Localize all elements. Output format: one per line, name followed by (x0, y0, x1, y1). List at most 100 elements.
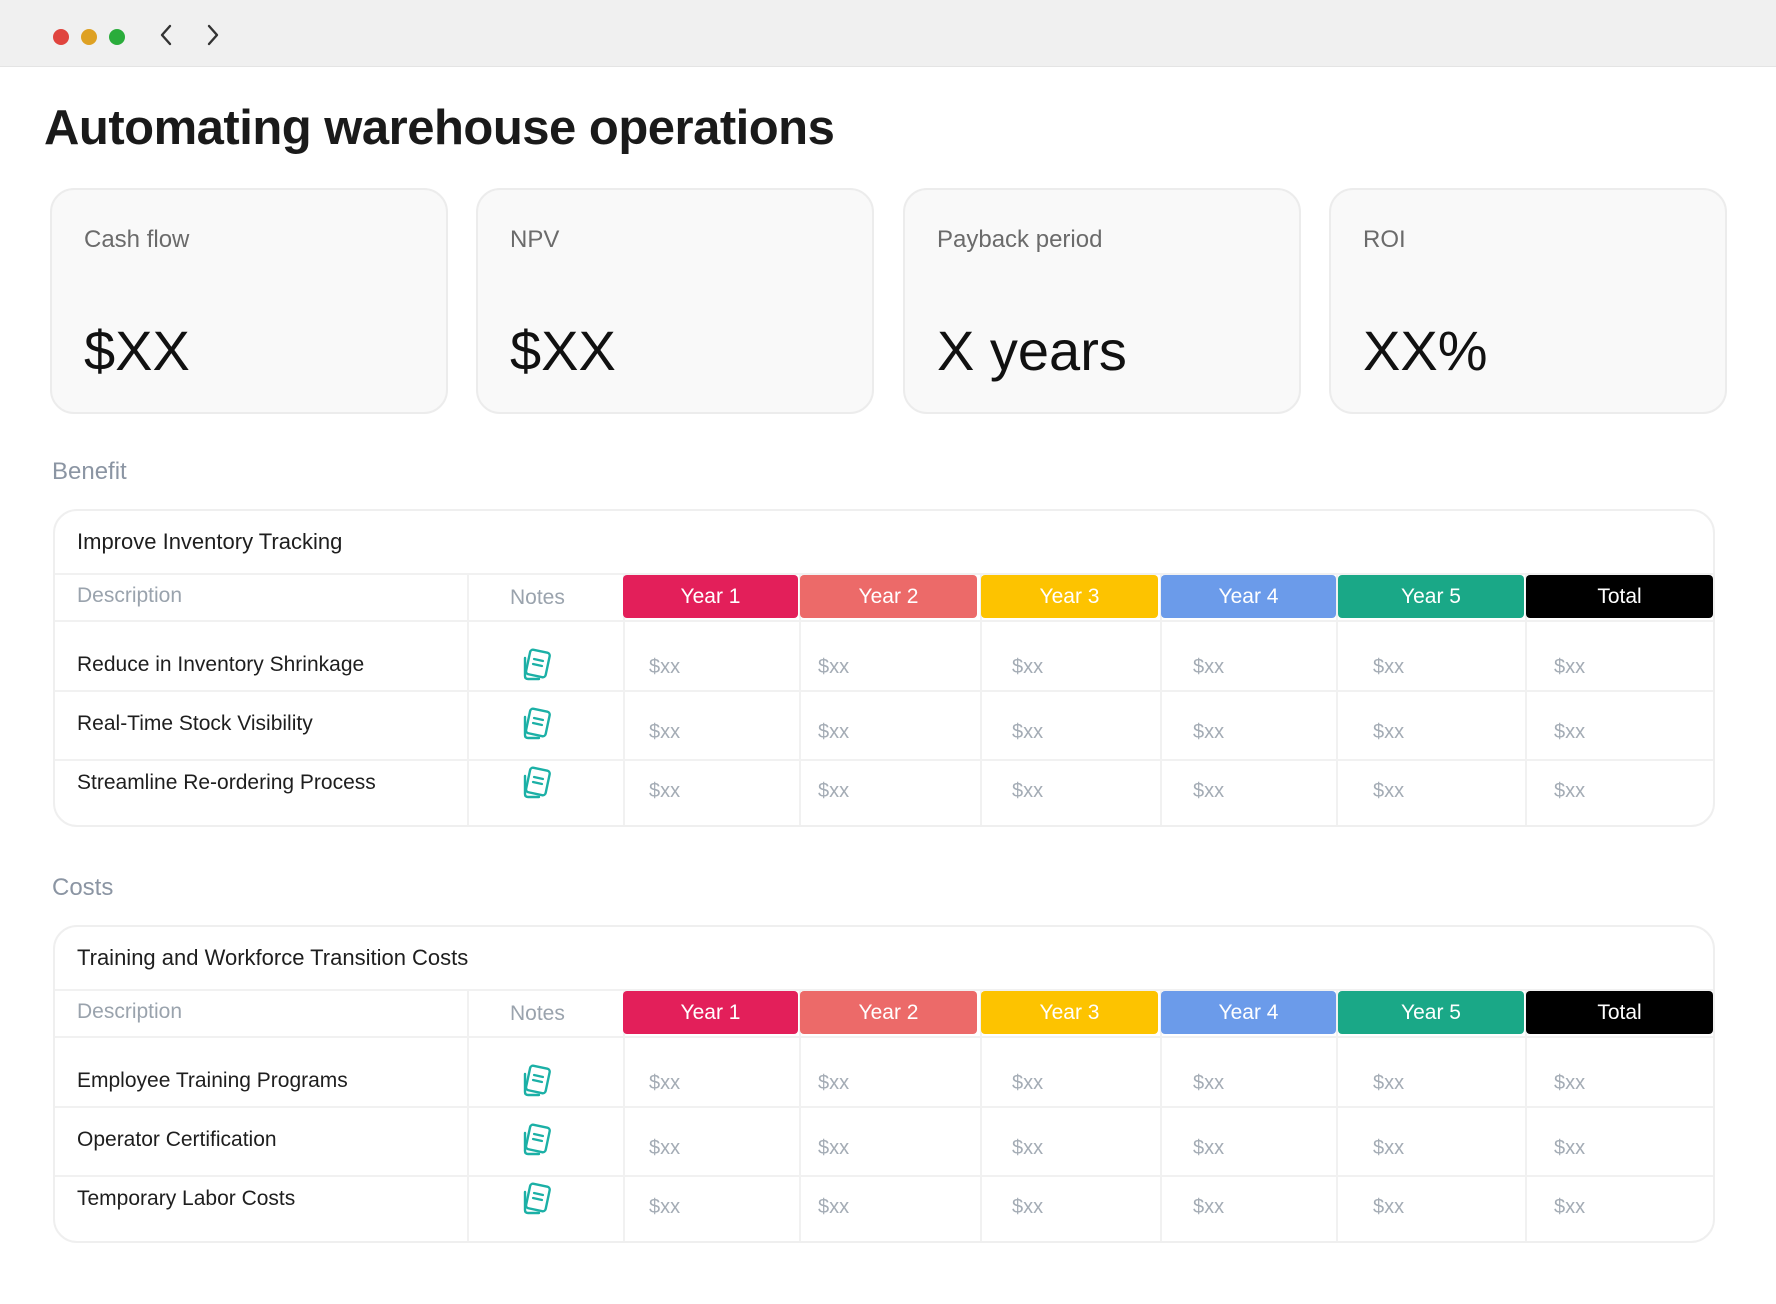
cell-value[interactable]: $xx (818, 1137, 850, 1159)
kpi-label: NPV (510, 226, 560, 253)
row-label: Operator Certification (77, 1128, 277, 1151)
column-divider (623, 991, 625, 1241)
column-header-total[interactable]: Total (1526, 991, 1713, 1034)
table-title: Improve Inventory Tracking (77, 529, 343, 554)
cell-value[interactable]: $xx (1554, 780, 1586, 802)
cell-value[interactable]: $xx (818, 1196, 850, 1218)
cell-value[interactable]: $xx (649, 1072, 681, 1094)
column-header-year-1[interactable]: Year 1 (623, 991, 798, 1034)
kpi-card-cash-flow: Cash flow $XX (50, 188, 448, 414)
column-header-notes: Notes (510, 1002, 565, 1025)
cell-value[interactable]: $xx (1193, 656, 1225, 678)
cell-value[interactable]: $xx (1012, 780, 1044, 802)
cell-value[interactable]: $xx (649, 721, 681, 743)
column-header-description: Description (77, 1000, 183, 1023)
costs-table: Training and Workforce Transition Costs D… (53, 925, 1715, 1243)
back-button[interactable] (151, 20, 181, 50)
cell-value[interactable]: $xx (1373, 656, 1405, 678)
cell-value[interactable]: $xx (1373, 721, 1405, 743)
kpi-value: $XX (510, 319, 616, 382)
notes-icon[interactable] (519, 1182, 553, 1216)
kpi-value: XX% (1363, 319, 1488, 382)
notes-icon-graphic (523, 1064, 551, 1097)
section-label-costs: Costs (52, 874, 114, 901)
cell-value[interactable]: $xx (649, 1137, 681, 1159)
notes-icon[interactable] (519, 1064, 553, 1098)
row-label: Reduce in Inventory Shrinkage (77, 653, 365, 676)
cell-value[interactable]: $xx (1193, 1072, 1225, 1094)
column-divider (623, 575, 625, 825)
notes-icon[interactable] (519, 648, 553, 682)
cell-value[interactable]: $xx (649, 780, 681, 802)
cell-value[interactable]: $xx (818, 1072, 850, 1094)
cell-value[interactable]: $xx (1012, 721, 1044, 743)
cell-value[interactable]: $xx (1373, 1137, 1405, 1159)
column-header-year-5[interactable]: Year 5 (1338, 575, 1524, 618)
column-header-total[interactable]: Total (1526, 575, 1713, 618)
cell-value[interactable]: $xx (818, 721, 850, 743)
cell-value[interactable]: $xx (1373, 1072, 1405, 1094)
kpi-value: $XX (84, 319, 190, 382)
cell-value[interactable]: $xx (1554, 1196, 1586, 1218)
kpi-label: ROI (1363, 226, 1406, 253)
kpi-label: Payback period (937, 226, 1103, 253)
notes-icon[interactable] (519, 707, 553, 741)
cell-value[interactable]: $xx (1554, 721, 1586, 743)
column-divider (1336, 991, 1338, 1241)
column-header-year-2[interactable]: Year 2 (800, 575, 977, 618)
chevron-left-icon (160, 24, 172, 46)
kpi-card-payback-period: Payback period X years (903, 188, 1301, 414)
cell-value[interactable]: $xx (649, 1196, 681, 1218)
cell-value[interactable]: $xx (1373, 780, 1405, 802)
column-header-year-4[interactable]: Year 4 (1161, 991, 1336, 1034)
cell-value[interactable]: $xx (1012, 1137, 1044, 1159)
cell-value[interactable]: $xx (1012, 1072, 1044, 1094)
cell-value[interactable]: $xx (1193, 1137, 1225, 1159)
column-header-year-3[interactable]: Year 3 (981, 575, 1158, 618)
column-header-year-3[interactable]: Year 3 (981, 991, 1158, 1034)
column-header-year-2[interactable]: Year 2 (800, 991, 977, 1034)
cell-value[interactable]: $xx (1373, 1196, 1405, 1218)
close-window-button[interactable] (53, 29, 69, 45)
row-divider (55, 573, 1713, 575)
column-divider (980, 991, 982, 1241)
column-header-year-5[interactable]: Year 5 (1338, 991, 1524, 1034)
cell-value[interactable]: $xx (1012, 1196, 1044, 1218)
cell-value[interactable]: $xx (1554, 656, 1586, 678)
column-header-notes: Notes (510, 586, 565, 609)
cell-value[interactable]: $xx (818, 656, 850, 678)
forward-button[interactable] (198, 20, 228, 50)
kpi-card-npv: NPV $XX (476, 188, 874, 414)
cell-value[interactable]: $xx (1193, 1196, 1225, 1218)
column-divider (1160, 991, 1162, 1241)
cell-value[interactable]: $xx (649, 656, 681, 678)
kpi-value: X years (937, 319, 1127, 382)
row-divider (55, 1106, 1713, 1108)
cell-value[interactable]: $xx (1193, 721, 1225, 743)
zoom-window-button[interactable] (109, 29, 125, 45)
column-divider (467, 575, 469, 825)
cell-value[interactable]: $xx (818, 780, 850, 802)
column-divider (799, 991, 801, 1241)
notes-icon[interactable] (519, 1123, 553, 1157)
minimize-window-button[interactable] (81, 29, 97, 45)
table-title: Training and Workforce Transition Costs (77, 945, 469, 970)
notes-icon-graphic (523, 766, 551, 799)
column-divider (467, 991, 469, 1241)
kpi-card-roi: ROI XX% (1329, 188, 1727, 414)
column-header-year-4[interactable]: Year 4 (1161, 575, 1336, 618)
notes-icon[interactable] (519, 766, 553, 800)
notes-icon-graphic (523, 1182, 551, 1215)
cell-value[interactable]: $xx (1012, 656, 1044, 678)
row-label: Employee Training Programs (77, 1069, 348, 1092)
kpi-label: Cash flow (84, 226, 190, 253)
row-label: Temporary Labor Costs (77, 1187, 296, 1210)
page-title: Automating warehouse operations (44, 101, 835, 155)
cell-value[interactable]: $xx (1554, 1137, 1586, 1159)
column-divider (1525, 575, 1527, 825)
column-divider (1525, 991, 1527, 1241)
cell-value[interactable]: $xx (1554, 1072, 1586, 1094)
column-header-year-1[interactable]: Year 1 (623, 575, 798, 618)
row-divider (55, 1175, 1713, 1177)
cell-value[interactable]: $xx (1193, 780, 1225, 802)
